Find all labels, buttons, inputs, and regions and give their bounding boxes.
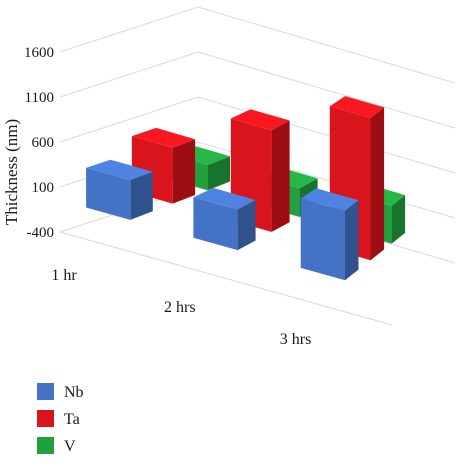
y-axis-ticks: -400 100 600 1100 1600 bbox=[24, 45, 54, 241]
y-axis-label: Thickness (nm) bbox=[2, 119, 21, 225]
bar-top bbox=[329, 96, 385, 118]
bar-side bbox=[391, 195, 406, 244]
bar-side bbox=[370, 107, 385, 261]
y-tick-label: 1100 bbox=[25, 90, 54, 106]
x-category-label: 1 hr bbox=[51, 267, 77, 284]
y-tick-label: 600 bbox=[32, 135, 55, 151]
bar-side bbox=[172, 139, 196, 204]
x-category-label: 3 hrs bbox=[280, 331, 312, 348]
gridline bbox=[59, 51, 456, 129]
legend-swatch bbox=[37, 383, 54, 400]
legend-item-Nb: Nb bbox=[37, 383, 84, 401]
bar-top bbox=[230, 109, 290, 131]
x-axis-categories: 1 hr 2 hrs 3 hrs bbox=[51, 267, 311, 348]
floor-edge bbox=[59, 231, 393, 326]
x-category-label: 2 hrs bbox=[164, 299, 196, 316]
bar-front bbox=[193, 197, 238, 251]
bar-front bbox=[300, 198, 345, 281]
bar-side bbox=[237, 200, 256, 251]
legend-label: Ta bbox=[64, 411, 80, 428]
bar-Nb-0 bbox=[86, 159, 153, 220]
legend-swatch bbox=[37, 410, 54, 427]
bar-side bbox=[130, 171, 153, 220]
bar-top bbox=[86, 159, 153, 181]
legend-label: Nb bbox=[64, 384, 84, 401]
legend: Nb Ta V bbox=[37, 383, 84, 455]
bar-Nb-1 bbox=[193, 187, 256, 251]
legend-item-Ta: Ta bbox=[37, 410, 80, 428]
bar-front bbox=[86, 167, 131, 220]
bar-Nb-2 bbox=[300, 188, 359, 281]
bar-side bbox=[345, 200, 359, 281]
bar-top bbox=[300, 188, 359, 211]
legend-swatch bbox=[37, 437, 54, 454]
y-tick-label: 1600 bbox=[24, 45, 54, 61]
y-tick-label: -400 bbox=[27, 225, 55, 241]
legend-item-V: V bbox=[37, 437, 76, 455]
bars bbox=[86, 96, 406, 281]
bar-top bbox=[193, 187, 256, 210]
y-tick-label: 100 bbox=[32, 180, 55, 196]
gridline bbox=[59, 6, 456, 84]
bar-side bbox=[271, 120, 290, 232]
bar-side bbox=[207, 156, 230, 191]
bar-top bbox=[131, 127, 196, 148]
legend-label: V bbox=[64, 438, 76, 455]
